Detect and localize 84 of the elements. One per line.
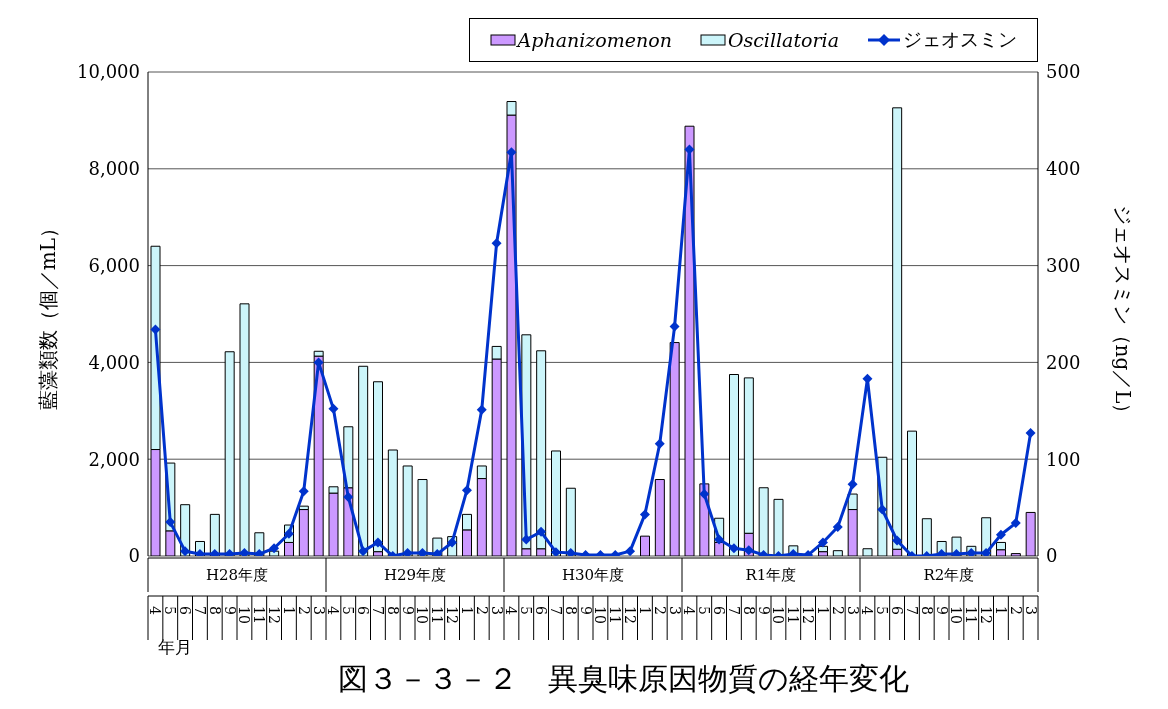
x-tick-label: 7 xyxy=(547,606,564,615)
x-tick-label: 4 xyxy=(325,606,342,615)
x-tick-label: 3 xyxy=(310,606,327,615)
x-tick-label: 1 xyxy=(280,606,297,615)
x-tick-label: 2 xyxy=(295,606,312,615)
x-tick-label: 12 xyxy=(978,606,995,624)
x-tick-label: 5 xyxy=(696,606,713,615)
x-tick-label: 4 xyxy=(503,606,520,615)
x-tick-label: 3 xyxy=(844,606,861,615)
x-tick-label: 3 xyxy=(1022,606,1039,615)
x-tick-label: 2 xyxy=(651,606,668,615)
x-tick-label: 11 xyxy=(963,606,980,624)
x-tick-label: 6 xyxy=(533,606,550,615)
x-tick-label: 5 xyxy=(162,606,179,615)
text: H28年度 xyxy=(205,566,269,584)
x-tick-label: 11 xyxy=(429,606,446,624)
x-tick-label: 5 xyxy=(340,606,357,615)
x-tick-label: 10 xyxy=(770,606,787,624)
text: 図３－３－２ 異臭味原因物質の経年変化 xyxy=(336,660,910,698)
x-tick-label: 1 xyxy=(458,606,475,615)
x-tick-label: 7 xyxy=(191,606,208,615)
y2-tick-label: 300 xyxy=(1046,254,1081,276)
x-tick-label: 6 xyxy=(177,606,194,615)
y-tick-label: 4,000 xyxy=(88,351,140,373)
y-tick-label: 10,000 xyxy=(77,61,140,83)
x-tick-label: 8 xyxy=(740,606,757,615)
y2-tick-label: 100 xyxy=(1046,448,1081,470)
text: R2年度 xyxy=(923,566,975,584)
x-tick-label: 9 xyxy=(755,606,772,615)
x-tick-label: 1 xyxy=(814,606,831,615)
x-tick-label: 12 xyxy=(622,606,639,624)
y2-tick-label: 500 xyxy=(1046,61,1081,83)
x-tick-label: 6 xyxy=(889,606,906,615)
x-tick-label: 11 xyxy=(785,606,802,624)
x-tick-label: 4 xyxy=(681,606,698,615)
x-tick-label: 12 xyxy=(444,606,461,624)
y2-axis-title: ジェオスミン（ng／L） xyxy=(1110,204,1135,424)
x-tick-label: 9 xyxy=(933,606,950,615)
y-tick-label: 8,000 xyxy=(88,158,140,180)
x-tick-label: 4 xyxy=(147,606,164,615)
text: H30年度 xyxy=(561,566,625,584)
legend-label: Aphanizomenon xyxy=(517,29,672,51)
x-tick-label: 11 xyxy=(251,606,268,624)
x-tick-label: 10 xyxy=(948,606,965,624)
x-tick-label: 7 xyxy=(903,606,920,615)
y2-tick-label: 400 xyxy=(1046,158,1081,180)
y2-tick-label: 200 xyxy=(1046,351,1081,373)
x-tick-label: 6 xyxy=(711,606,728,615)
x-tick-label: 10 xyxy=(414,606,431,624)
x-tick-label: 10 xyxy=(236,606,253,624)
x-tick-label: 8 xyxy=(918,606,935,615)
y-tick-label: 2,000 xyxy=(88,448,140,470)
x-tick-label: 7 xyxy=(369,606,386,615)
text: R1年度 xyxy=(745,566,797,584)
x-tick-label: 8 xyxy=(384,606,401,615)
x-tick-label: 5 xyxy=(874,606,891,615)
x-tick-label: 2 xyxy=(829,606,846,615)
x-tick-label: 9 xyxy=(221,606,238,615)
x-tick-label: 2 xyxy=(473,606,490,615)
x-tick-label: 11 xyxy=(607,606,624,624)
x-tick-label: 3 xyxy=(488,606,505,615)
x-tick-label: 9 xyxy=(577,606,594,615)
x-tick-label: 8 xyxy=(206,606,223,615)
x-tick-label: 12 xyxy=(800,606,817,624)
y-tick-label: 0 xyxy=(128,545,140,567)
x-tick-label: 4 xyxy=(859,606,876,615)
x-tick-label: 3 xyxy=(666,606,683,615)
x-tick-label: 5 xyxy=(518,606,535,615)
y2-tick-label: 0 xyxy=(1046,545,1058,567)
y-axis-title: 藍藻類数（個／mL） xyxy=(36,217,61,411)
x-tick-label: 8 xyxy=(562,606,579,615)
x-tick-label: 7 xyxy=(725,606,742,615)
x-tick-label: 12 xyxy=(266,606,283,624)
x-tick-label: 2 xyxy=(1007,606,1024,615)
x-tick-label: 1 xyxy=(992,606,1009,615)
text: H29年度 xyxy=(383,566,447,584)
x-axis-title: 年月 xyxy=(157,636,193,659)
legend-label: Oscillatoria xyxy=(727,29,839,51)
y-tick-label: 6,000 xyxy=(88,254,140,276)
legend-label: ジェオスミン xyxy=(903,27,1017,52)
x-tick-label: 1 xyxy=(636,606,653,615)
x-tick-label: 9 xyxy=(399,606,416,615)
x-tick-label: 6 xyxy=(355,606,372,615)
x-tick-label: 10 xyxy=(592,606,609,624)
